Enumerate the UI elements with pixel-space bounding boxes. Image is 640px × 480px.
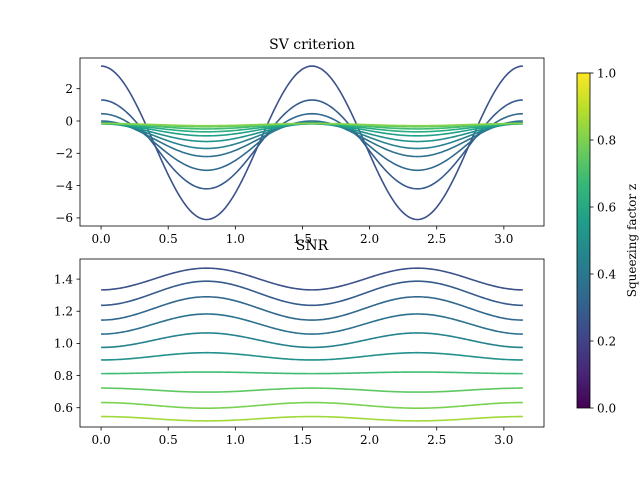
y-tick-label: −4 [55, 179, 73, 193]
colorbar-tick-label: 0.4 [597, 267, 616, 281]
snr-title: SNR [296, 238, 329, 254]
x-tick-label: 2.0 [360, 232, 379, 246]
series-line-z-0.65 [101, 387, 523, 393]
y-tick-label: −6 [55, 211, 73, 225]
series-line-z-0.45 [101, 120, 523, 158]
y-tick-label: 1.0 [54, 337, 73, 351]
colorbar-label: Squeezing factor z [625, 184, 639, 297]
x-tick-label: 1.5 [293, 232, 312, 246]
y-tick-label: 1.2 [54, 305, 73, 319]
y-tick-label: 0 [65, 114, 73, 128]
x-tick-label: 1.0 [226, 232, 245, 246]
x-tick-label: 1.0 [226, 433, 245, 447]
sv-criterion-title: SV criterion [269, 37, 355, 53]
colorbar-tick-label: 1.0 [597, 66, 616, 80]
series-line-z-0.75 [101, 415, 523, 422]
x-tick-label: 2.0 [360, 433, 379, 447]
x-tick-label: 1.5 [293, 433, 312, 447]
colorbar-frame [576, 72, 591, 409]
colorbar-tick-label: 0.8 [597, 133, 616, 147]
x-tick-label: 3.0 [494, 433, 513, 447]
axes-frame [79, 57, 545, 227]
series-lines [101, 65, 523, 221]
x-tick-label: 0.5 [159, 232, 178, 246]
series-line-z-0.35 [101, 99, 523, 190]
y-tick-label: −2 [55, 147, 73, 161]
colorbar-tick-label: 0.0 [597, 401, 616, 415]
x-tick-label: 0.0 [92, 433, 111, 447]
x-tick-label: 2.5 [427, 433, 446, 447]
series-line-z-0.7 [101, 401, 523, 409]
series-line-z-0.35 [101, 280, 523, 307]
series-line-z-0.5 [101, 121, 523, 150]
series-line-z-0.55 [101, 351, 523, 361]
y-tick-label: 0.8 [54, 369, 73, 383]
colorbar: 0.0 0.2 0.4 0.6 0.8 1.0 [576, 66, 616, 415]
axes-snr: 0.0 0.5 1.0 1.5 2.0 2.5 3.0 0.6 0.8 1.0 1.2 1.4 [54, 258, 545, 447]
colorbar-tick-label: 0.6 [597, 200, 616, 214]
series-line-z-0.4 [101, 112, 523, 172]
series-lines [101, 267, 523, 422]
colorbar-tick-label: 0.2 [597, 334, 616, 348]
axes-frame [79, 258, 545, 428]
series-line-z-0.8 [101, 122, 523, 127]
y-tick-label: 2 [65, 82, 73, 96]
colorbar-gradient [577, 73, 590, 408]
series-line-z-0.45 [101, 313, 523, 335]
series-line-z-0.3 [101, 65, 523, 221]
series-line-z-0.4 [101, 295, 523, 321]
series-line-z-0.3 [101, 267, 523, 291]
x-tick-label: 0.0 [92, 232, 111, 246]
axes-sv-criterion: 0.0 0.5 1.0 1.5 2.0 2.5 3.0 −6 −4 −2 0 2 [55, 57, 545, 246]
x-tick-label: 0.5 [159, 433, 178, 447]
x-tick-label: 2.5 [427, 232, 446, 246]
x-tick-label: 3.0 [494, 232, 513, 246]
series-line-z-0.6 [101, 371, 523, 375]
y-tick-label: 1.4 [54, 272, 73, 286]
series-line-z-0.5 [101, 332, 523, 349]
y-tick-label: 0.6 [54, 401, 73, 415]
